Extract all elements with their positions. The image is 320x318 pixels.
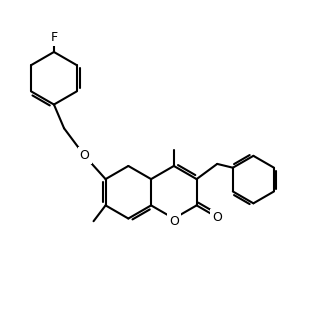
Text: O: O [169,215,179,228]
Text: O: O [80,149,90,162]
Text: O: O [212,211,222,224]
Text: F: F [50,31,58,44]
